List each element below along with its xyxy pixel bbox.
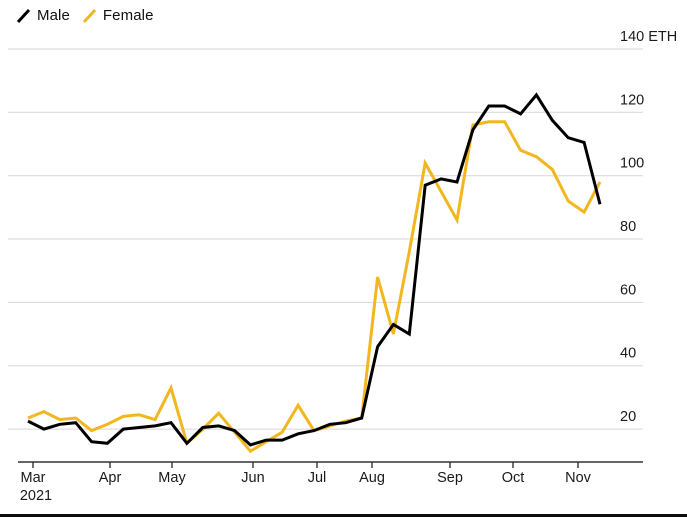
y-axis-label-20: 20 <box>620 409 636 425</box>
x-axis-label-Nov: Nov <box>565 470 592 486</box>
legend: Male Female <box>16 7 154 24</box>
x-axis-label-Aug: Aug <box>359 470 385 486</box>
y-axis-label-120: 120 <box>620 92 644 108</box>
x-axis-label-Apr: Apr <box>99 470 122 486</box>
bottom-border <box>0 514 687 517</box>
x-axis-year-label: 2021 <box>20 488 52 504</box>
legend-label-male: Male <box>37 7 70 24</box>
x-axis-label-Jun: Jun <box>241 470 264 486</box>
y-axis-label-100: 100 <box>620 156 644 172</box>
legend-item-male: Male <box>16 7 70 24</box>
x-axis-label-Mar: Mar <box>21 470 46 486</box>
y-axis-label-140: 140 ETH <box>620 29 677 45</box>
series-line-female <box>27 120 602 454</box>
y-axis-label-40: 40 <box>620 346 636 362</box>
series-line-male <box>27 92 602 447</box>
x-axis-label-May: May <box>158 470 186 486</box>
female-line-swatch-icon <box>82 8 97 23</box>
x-axis-label-Sep: Sep <box>437 470 463 486</box>
y-axis-label-60: 60 <box>620 282 636 298</box>
x-axis-label-Jul: Jul <box>308 470 327 486</box>
legend-item-female: Female <box>82 7 154 24</box>
legend-label-female: Female <box>102 7 154 24</box>
y-axis-label-80: 80 <box>620 219 636 235</box>
male-line-swatch-icon <box>16 8 31 23</box>
x-axis-label-Oct: Oct <box>502 470 525 486</box>
female-swatch-stroke <box>82 8 97 23</box>
male-swatch-stroke <box>16 8 31 23</box>
